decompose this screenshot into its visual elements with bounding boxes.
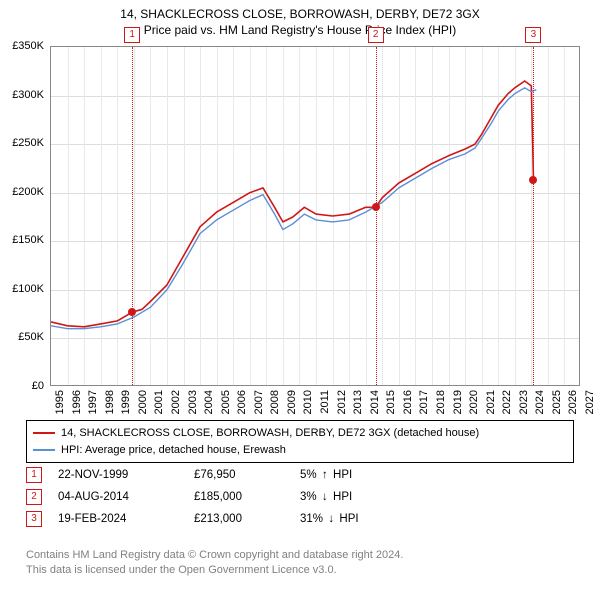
event-pct: 5% ↑ HPI <box>300 464 375 486</box>
xtick-label: 1996 <box>71 390 83 414</box>
event-marker: 3 <box>26 511 42 527</box>
event-price: £76,950 <box>194 464 300 486</box>
title-line-2: Price paid vs. HM Land Registry's House … <box>0 22 600 38</box>
xtick-label: 2026 <box>567 390 579 414</box>
xtick-label: 2017 <box>418 390 430 414</box>
xtick-label: 2020 <box>468 390 480 414</box>
xtick-label: 1999 <box>120 390 132 414</box>
chart: 123 £0£50K£100K£150K£200K£250K£300K£350K… <box>50 46 580 386</box>
events-table: 1 22-NOV-1999£76,9505% ↑ HPI 2 04-AUG-2014£… <box>26 464 375 530</box>
xtick-label: 1998 <box>104 390 116 414</box>
series-property <box>51 81 534 327</box>
xtick-label: 2000 <box>137 390 149 414</box>
event-date: 22-NOV-1999 <box>58 464 194 486</box>
xtick-label: 2012 <box>336 390 348 414</box>
sale-point <box>529 176 537 184</box>
arrow-up-icon: ↑ <box>320 469 330 481</box>
footer-line-2: This data is licensed under the Open Gov… <box>26 563 403 578</box>
event-price: £185,000 <box>194 486 300 508</box>
event-pct: 31% ↓ HPI <box>300 508 375 530</box>
xtick-label: 2011 <box>319 390 331 414</box>
xtick-label: 2021 <box>485 390 497 414</box>
xtick-label: 2015 <box>385 390 397 414</box>
legend: 14, SHACKLECROSS CLOSE, BORROWASH, DERBY… <box>26 420 574 463</box>
ref-line <box>376 47 377 385</box>
footer: Contains HM Land Registry data © Crown c… <box>26 548 403 578</box>
footer-line-1: Contains HM Land Registry data © Crown c… <box>26 548 403 563</box>
xtick-label: 1995 <box>54 390 66 414</box>
xtick-label: 2008 <box>269 390 281 414</box>
xtick-label: 2016 <box>402 390 414 414</box>
legend-label-hpi: HPI: Average price, detached house, Erew… <box>61 442 286 459</box>
ytick-label: £0 <box>32 380 44 392</box>
ytick-label: £250K <box>12 137 44 149</box>
ref-line <box>132 47 133 385</box>
series-lines <box>51 47 581 387</box>
ytick-label: £50K <box>18 331 44 343</box>
xtick-label: 2003 <box>187 390 199 414</box>
event-row: 3 19-FEB-2024£213,00031% ↓ HPI <box>26 508 375 530</box>
xtick-label: 2005 <box>220 390 232 414</box>
chart-title: 14, SHACKLECROSS CLOSE, BORROWASH, DERBY… <box>0 0 600 38</box>
series-hpi <box>51 88 536 329</box>
legend-swatch-property <box>33 432 55 434</box>
xtick-label: 2023 <box>518 390 530 414</box>
ref-marker: 2 <box>368 27 384 43</box>
xtick-label: 2002 <box>170 390 182 414</box>
legend-item-property: 14, SHACKLECROSS CLOSE, BORROWASH, DERBY… <box>33 425 567 442</box>
xtick-label: 2013 <box>352 390 364 414</box>
event-price: £213,000 <box>194 508 300 530</box>
xtick-label: 2004 <box>203 390 215 414</box>
xtick-label: 1997 <box>87 390 99 414</box>
arrow-down-icon: ↓ <box>320 491 330 503</box>
ytick-label: £200K <box>12 186 44 198</box>
ref-marker: 3 <box>525 27 541 43</box>
ytick-label: £150K <box>12 234 44 246</box>
event-marker: 2 <box>26 489 42 505</box>
xtick-label: 2001 <box>153 390 165 414</box>
event-row: 2 04-AUG-2014£185,0003% ↓ HPI <box>26 486 375 508</box>
event-row: 1 22-NOV-1999£76,9505% ↑ HPI <box>26 464 375 486</box>
xtick-label: 2006 <box>236 390 248 414</box>
ytick-label: £100K <box>12 283 44 295</box>
ytick-label: £350K <box>12 40 44 52</box>
xtick-label: 2027 <box>584 390 596 414</box>
ref-marker: 1 <box>124 27 140 43</box>
ref-line <box>533 47 534 385</box>
arrow-down-icon: ↓ <box>326 513 336 525</box>
xtick-label: 2007 <box>253 390 265 414</box>
xtick-label: 2009 <box>286 390 298 414</box>
event-pct: 3% ↓ HPI <box>300 486 375 508</box>
legend-item-hpi: HPI: Average price, detached house, Erew… <box>33 442 567 459</box>
xtick-label: 2022 <box>501 390 513 414</box>
xtick-label: 2014 <box>369 390 381 414</box>
plot-area: 123 <box>50 46 580 386</box>
legend-label-property: 14, SHACKLECROSS CLOSE, BORROWASH, DERBY… <box>61 425 479 442</box>
xtick-label: 2019 <box>452 390 464 414</box>
sale-point <box>372 203 380 211</box>
event-marker: 1 <box>26 467 42 483</box>
legend-swatch-hpi <box>33 449 55 451</box>
xtick-label: 2010 <box>302 390 314 414</box>
title-line-1: 14, SHACKLECROSS CLOSE, BORROWASH, DERBY… <box>0 6 600 22</box>
event-date: 04-AUG-2014 <box>58 486 194 508</box>
ytick-label: £300K <box>12 89 44 101</box>
xtick-label: 2018 <box>435 390 447 414</box>
event-date: 19-FEB-2024 <box>58 508 194 530</box>
xtick-label: 2024 <box>534 390 546 414</box>
sale-point <box>128 308 136 316</box>
xtick-label: 2025 <box>551 390 563 414</box>
